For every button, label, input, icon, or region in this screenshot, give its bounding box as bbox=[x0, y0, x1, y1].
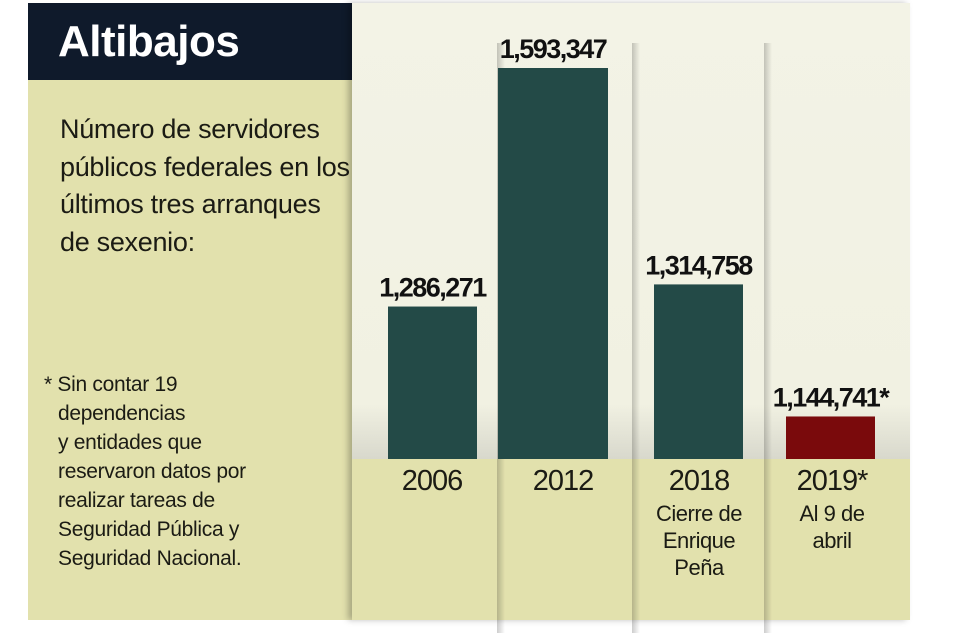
chart-area: 1,286,271 1,593,347 1,314,758 1,144,741* 20… bbox=[352, 3, 910, 633]
footnote-line: y entidades que bbox=[58, 431, 202, 454]
footnote: * Sin contar 19 dependencias y entidades… bbox=[44, 370, 344, 573]
data-label-2018: 1,314,758 bbox=[645, 250, 753, 280]
footnote-line: dependencias bbox=[58, 402, 186, 425]
data-label-2019: 1,144,741* bbox=[773, 382, 891, 412]
footnote-line: Seguridad Pública y bbox=[58, 518, 240, 541]
category-label-2012: 2012 bbox=[532, 465, 595, 497]
data-label-2012: 1,593,347 bbox=[500, 34, 607, 64]
bar-2012 bbox=[498, 68, 608, 459]
bar-2018 bbox=[654, 284, 743, 459]
description-panel: Altibajos Número de servidores públicos … bbox=[28, 3, 352, 620]
chart-title: Altibajos bbox=[58, 17, 240, 66]
category-note: Al 9 de abril bbox=[799, 501, 866, 553]
column-separator bbox=[764, 43, 772, 633]
category-label-2006: 2006 bbox=[401, 465, 464, 497]
bar-2006 bbox=[388, 306, 477, 459]
footnote-line: reservaron datos por bbox=[58, 460, 246, 483]
bar-2019 bbox=[786, 416, 875, 459]
chart-subtitle: Número de servidores públicos federales … bbox=[60, 114, 350, 257]
column-separator bbox=[632, 43, 640, 633]
category-label-2018: 2018 Cierre de Enrique Peña bbox=[634, 465, 764, 581]
bar-chart: 1,286,271 1,593,347 1,314,758 1,144,741* bbox=[379, 34, 892, 459]
footnote-line: Seguridad Nacional. bbox=[58, 547, 242, 570]
category-note: Cierre de Enrique Peña bbox=[656, 501, 742, 580]
footnote-line: realizar tareas de bbox=[58, 489, 215, 512]
data-label-2006: 1,286,271 bbox=[379, 273, 487, 303]
footnote-line: * Sin contar 19 bbox=[44, 373, 178, 396]
category-label-2019: 2019* Al 9 de abril bbox=[767, 465, 897, 554]
title-box: Altibajos bbox=[28, 3, 352, 80]
